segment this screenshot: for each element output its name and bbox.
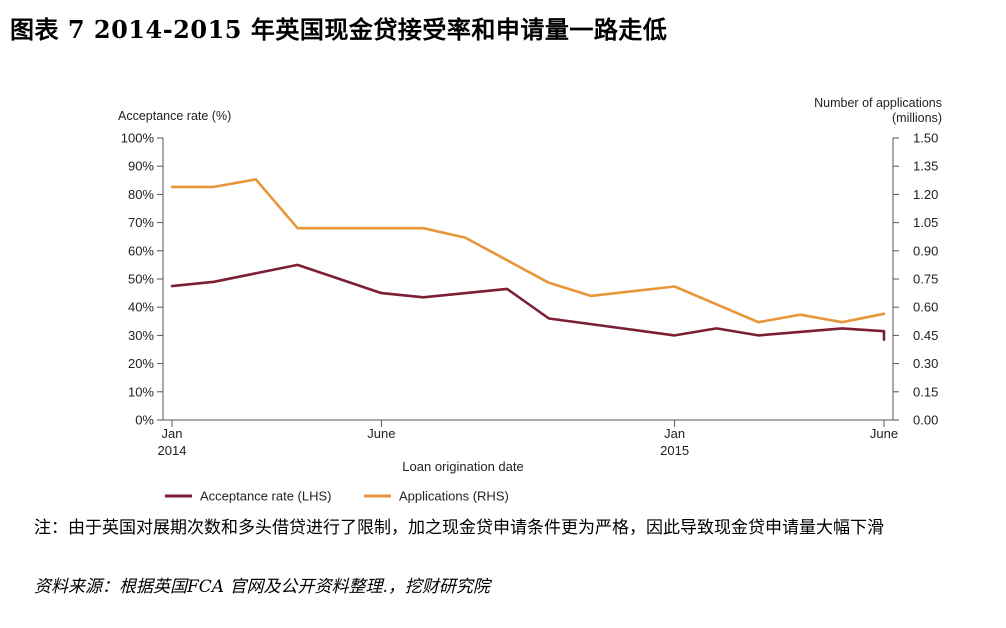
- right-tick-label: 0.00: [913, 413, 938, 428]
- applications-line: [170, 178, 886, 324]
- x-tick-label: June: [367, 426, 395, 441]
- left-tick-label: 90%: [128, 159, 154, 174]
- right-tick-label: 1.50: [913, 131, 938, 146]
- left-tick-label: 70%: [128, 215, 154, 230]
- right-tick-label: 0.90: [913, 243, 938, 258]
- left-tick-label: 20%: [128, 356, 154, 371]
- right-tick-label: 0.45: [913, 328, 938, 343]
- left-tick-label: 10%: [128, 384, 154, 399]
- legend-label-acceptance: Acceptance rate (LHS): [200, 489, 332, 504]
- left-tick-label: 40%: [128, 300, 154, 315]
- right-tick-label: 0.60: [913, 300, 938, 315]
- left-tick-label: 0%: [135, 413, 154, 428]
- right-axis-unit: (millions): [892, 111, 942, 125]
- left-tick-label: 100%: [121, 131, 155, 146]
- left-tick-label: 50%: [128, 272, 154, 287]
- right-tick-label: 1.35: [913, 159, 938, 174]
- legend-label-applications: Applications (RHS): [399, 489, 509, 504]
- right-tick-label: 1.20: [913, 187, 938, 202]
- right-tick-label: 0.75: [913, 272, 938, 287]
- right-axis-title: Number of applications: [814, 96, 942, 110]
- left-tick-label: 60%: [128, 243, 154, 258]
- figure-note: 注：由于英国对展期次数和多头借贷进行了限制，加之现金贷申请条件更为严格，因此导致…: [34, 518, 884, 538]
- right-tick-label: 1.05: [913, 215, 938, 230]
- left-tick-label: 80%: [128, 187, 154, 202]
- x-tick-year-label: 2015: [660, 443, 689, 458]
- x-tick-label: Jan: [664, 426, 685, 441]
- right-tick-label: 0.30: [913, 356, 938, 371]
- acceptance-rate-line: [170, 263, 886, 341]
- x-axis-title: Loan origination date: [402, 459, 523, 474]
- x-tick-label: June: [870, 426, 898, 441]
- left-tick-label: 30%: [128, 328, 154, 343]
- figure-source: 资料来源：根据英国FCA 官网及公开资料整理.，挖财研究院: [34, 577, 490, 597]
- x-tick-year-label: 2014: [158, 443, 187, 458]
- figure-title: 图表 7 2014-2015 年英国现金贷接受率和申请量一路走低: [10, 15, 668, 44]
- left-axis-title: Acceptance rate (%): [118, 109, 231, 123]
- right-tick-label: 0.15: [913, 384, 938, 399]
- x-tick-label: Jan: [162, 426, 183, 441]
- line-chart: 0% 10% 20% 30% 40% 50% 60% 70% 80% 90% 100% 0.00 0.1…: [118, 96, 942, 504]
